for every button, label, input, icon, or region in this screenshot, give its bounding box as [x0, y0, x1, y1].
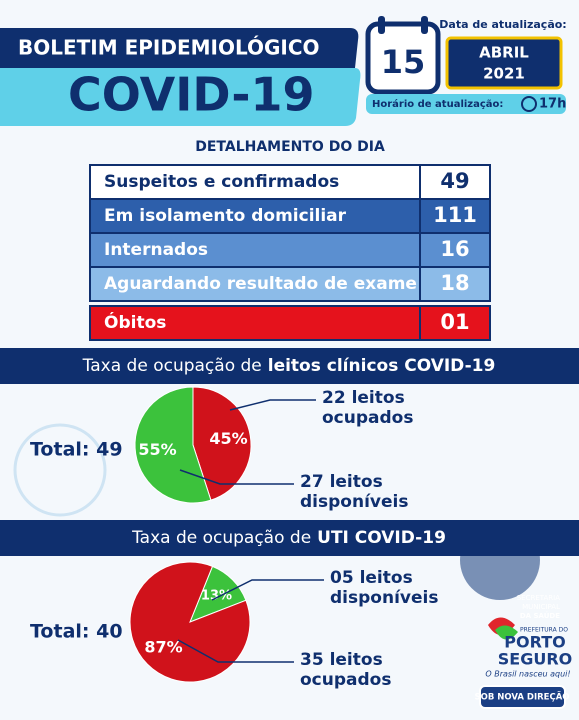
title-part: Taxa de ocupação de — [82, 356, 262, 376]
row-value-cell — [419, 232, 491, 268]
pie-slice — [192, 386, 252, 501]
logo: SECRETARIA MUNICIPAL DA SAÚDE PREFEITURA… — [474, 594, 573, 709]
section-title: Taxa de ocupação de leitos clínicos COVID… — [82, 356, 496, 376]
time-label: Horário de atualização: — [372, 98, 503, 110]
annotation: disponíveis — [330, 588, 438, 608]
title-banner — [0, 28, 359, 68]
logo-prefix: PREFEITURA DO — [520, 627, 568, 634]
leader-line — [229, 399, 316, 411]
row-label-cell — [89, 266, 421, 302]
section-band — [0, 520, 579, 556]
annotation: 05 leitos — [330, 568, 413, 588]
badge-text: SOB NOVA DIREÇÃO — [474, 692, 569, 703]
subtitle-banner — [0, 68, 361, 126]
table: Suspeitos e confirmados 49 Em isolamento d… — [89, 164, 491, 341]
annotation: 35 leitos — [300, 650, 383, 670]
annotation: 22 leitos — [322, 388, 405, 408]
table-title: DETALHAMENTO DO DIA — [195, 139, 385, 155]
subtitle: COVID-19 — [68, 68, 315, 122]
row-value-cell — [419, 305, 491, 341]
row-value: 49 — [440, 169, 469, 193]
row-value-cell — [419, 164, 491, 200]
city: PORTO — [504, 633, 565, 652]
slice-label: 55% — [138, 440, 176, 459]
pie-slice — [129, 561, 251, 683]
annotation: ocupados — [322, 408, 413, 428]
section-title: Taxa de ocupação de UTI COVID-19 — [131, 528, 446, 548]
clock-icon — [521, 96, 537, 112]
leader-line — [211, 579, 324, 601]
annotation: 27 leitos — [300, 472, 383, 492]
row-value: 16 — [440, 237, 469, 261]
row-label-cell — [89, 305, 421, 341]
row-label: Suspeitos e confirmados — [104, 172, 339, 192]
day: 15 — [381, 43, 426, 81]
time-strip — [366, 94, 566, 114]
slice-label: 87% — [144, 638, 182, 657]
row-value-cell — [419, 266, 491, 302]
time: 17h — [539, 97, 566, 112]
title-part: UTI COVID-19 — [317, 528, 446, 548]
department: MUNICIPAL — [522, 603, 560, 611]
section-band — [0, 348, 579, 384]
virus-decoration — [13, 423, 107, 517]
year: 2021 — [483, 65, 525, 83]
slice-label: 45% — [209, 429, 247, 448]
title-part: leitos clínicos COVID-19 — [268, 356, 496, 376]
slogan: O Brasil nasceu aqui! — [485, 670, 570, 679]
leader-line — [177, 639, 294, 663]
logo-icon — [495, 625, 518, 640]
row-value: 01 — [440, 310, 469, 334]
department: DA SAÚDE — [520, 611, 560, 620]
calendar-ring — [378, 16, 385, 34]
title: BOLETIM EPIDEMIOLÓGICO — [18, 36, 320, 60]
date-box — [445, 36, 563, 90]
department: SECRETARIA — [517, 594, 560, 602]
charts: Taxa de ocupação de leitos clínicos COVID… — [0, 348, 579, 690]
calendar — [365, 21, 441, 95]
calendar-ring — [421, 16, 428, 34]
row-value-cell — [419, 198, 491, 234]
date-label: Data de atualização: — [439, 18, 566, 31]
city: SEGURO — [498, 650, 573, 669]
row-label: Em isolamento domiciliar — [104, 206, 347, 226]
title-part: Taxa de ocupação de — [131, 528, 311, 548]
annotation: disponíveis — [300, 492, 408, 512]
leader-line — [179, 469, 294, 485]
slice-label: 13% — [201, 588, 232, 603]
row-label: Internados — [104, 240, 208, 260]
badge — [479, 685, 566, 709]
month: ABRIL — [479, 44, 529, 62]
annotation: ocupados — [300, 670, 391, 690]
row-label: Aguardando resultado de exame — [104, 274, 417, 294]
row-label: Óbitos — [104, 311, 166, 333]
total: Total: 49 — [30, 439, 123, 461]
total: Total: 40 — [30, 621, 123, 643]
row-value: 18 — [440, 271, 469, 295]
row-value: 111 — [433, 203, 477, 227]
row-label-cell — [89, 232, 421, 268]
